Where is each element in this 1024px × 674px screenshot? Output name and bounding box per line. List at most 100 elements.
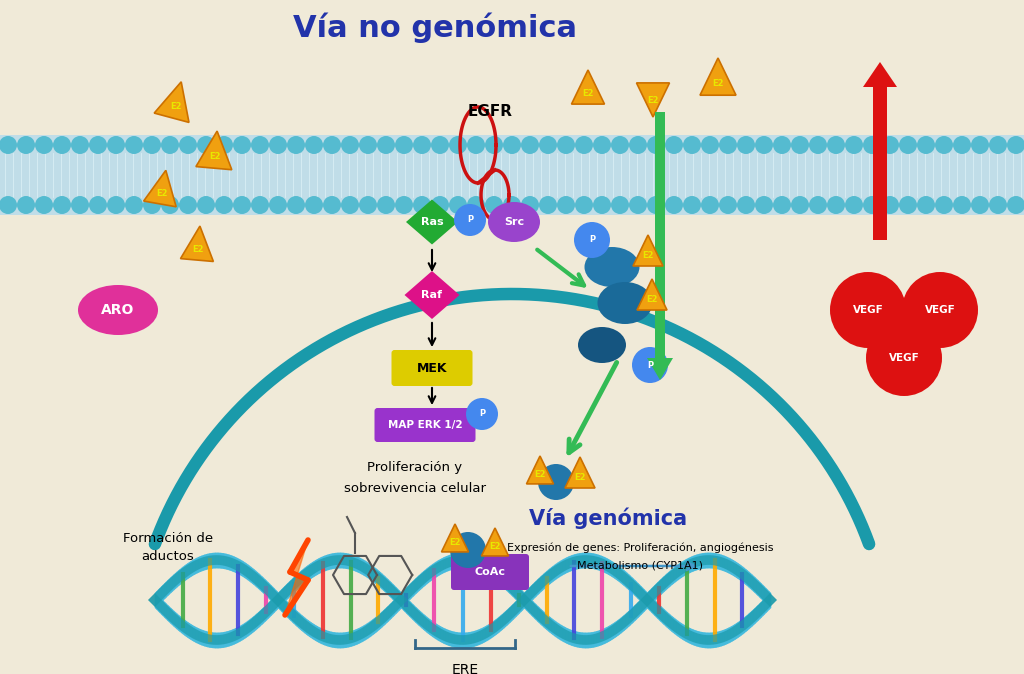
Circle shape — [539, 136, 557, 154]
Circle shape — [17, 136, 35, 154]
Circle shape — [521, 136, 539, 154]
Circle shape — [106, 196, 125, 214]
Text: MAP ERK 1/2: MAP ERK 1/2 — [388, 420, 462, 430]
Circle shape — [953, 196, 971, 214]
Circle shape — [593, 196, 611, 214]
Text: P: P — [647, 361, 653, 369]
Circle shape — [971, 196, 989, 214]
Text: Vía no genómica: Vía no genómica — [293, 13, 577, 43]
Circle shape — [197, 196, 215, 214]
Text: VEGF: VEGF — [889, 353, 920, 363]
Circle shape — [863, 136, 881, 154]
Circle shape — [449, 136, 467, 154]
Circle shape — [251, 196, 269, 214]
Circle shape — [683, 136, 701, 154]
Text: E2: E2 — [157, 189, 168, 197]
Polygon shape — [155, 82, 189, 123]
Circle shape — [575, 196, 593, 214]
Polygon shape — [637, 279, 667, 310]
Circle shape — [665, 136, 683, 154]
Circle shape — [755, 136, 773, 154]
Circle shape — [574, 222, 610, 258]
Circle shape — [557, 196, 575, 214]
Circle shape — [377, 136, 395, 154]
Circle shape — [773, 196, 791, 214]
Circle shape — [899, 196, 918, 214]
Circle shape — [503, 196, 521, 214]
Circle shape — [377, 196, 395, 214]
Text: P: P — [467, 216, 473, 224]
Circle shape — [341, 196, 359, 214]
Circle shape — [413, 196, 431, 214]
Circle shape — [989, 136, 1007, 154]
Text: Raf: Raf — [422, 290, 442, 300]
Circle shape — [809, 136, 827, 154]
Circle shape — [125, 196, 143, 214]
Polygon shape — [565, 457, 595, 488]
Circle shape — [161, 136, 179, 154]
Circle shape — [1007, 196, 1024, 214]
Circle shape — [467, 196, 485, 214]
Text: ERE: ERE — [452, 663, 478, 674]
Text: ARO: ARO — [101, 303, 135, 317]
Circle shape — [450, 532, 486, 568]
Circle shape — [719, 136, 737, 154]
Circle shape — [575, 136, 593, 154]
Circle shape — [341, 136, 359, 154]
Circle shape — [395, 196, 413, 214]
Circle shape — [953, 136, 971, 154]
Polygon shape — [196, 131, 231, 170]
Circle shape — [647, 136, 665, 154]
Text: Vía genómica: Vía genómica — [529, 508, 687, 528]
Circle shape — [287, 136, 305, 154]
Circle shape — [719, 196, 737, 214]
Circle shape — [17, 196, 35, 214]
Circle shape — [395, 136, 413, 154]
Circle shape — [902, 272, 978, 348]
Circle shape — [881, 136, 899, 154]
Polygon shape — [571, 70, 604, 104]
Circle shape — [305, 196, 323, 214]
Polygon shape — [481, 528, 509, 556]
Circle shape — [53, 136, 71, 154]
Circle shape — [539, 196, 557, 214]
Ellipse shape — [578, 327, 626, 363]
Circle shape — [106, 136, 125, 154]
Circle shape — [485, 136, 503, 154]
Text: VEGF: VEGF — [925, 305, 955, 315]
Circle shape — [485, 196, 503, 214]
Circle shape — [53, 196, 71, 214]
Circle shape — [323, 136, 341, 154]
Circle shape — [454, 204, 486, 236]
Text: Ras: Ras — [421, 217, 443, 227]
Circle shape — [737, 196, 755, 214]
Circle shape — [538, 464, 574, 500]
Polygon shape — [406, 200, 458, 245]
Circle shape — [251, 136, 269, 154]
Polygon shape — [633, 235, 663, 266]
Circle shape — [521, 196, 539, 214]
Polygon shape — [404, 271, 460, 319]
Circle shape — [845, 136, 863, 154]
Circle shape — [866, 320, 942, 396]
Ellipse shape — [585, 247, 640, 287]
Text: E2: E2 — [647, 96, 658, 105]
Circle shape — [305, 136, 323, 154]
Circle shape — [35, 136, 53, 154]
Circle shape — [359, 196, 377, 214]
Text: sobrevivencia celular: sobrevivencia celular — [344, 481, 486, 495]
Circle shape — [323, 196, 341, 214]
Text: E2: E2 — [574, 474, 586, 483]
Circle shape — [449, 196, 467, 214]
Circle shape — [269, 196, 287, 214]
Ellipse shape — [78, 285, 158, 335]
Circle shape — [827, 136, 845, 154]
Circle shape — [629, 196, 647, 214]
Circle shape — [989, 196, 1007, 214]
Circle shape — [466, 398, 498, 430]
Text: E2: E2 — [450, 539, 461, 547]
Circle shape — [935, 136, 953, 154]
Circle shape — [683, 196, 701, 214]
Circle shape — [215, 136, 233, 154]
Circle shape — [71, 136, 89, 154]
